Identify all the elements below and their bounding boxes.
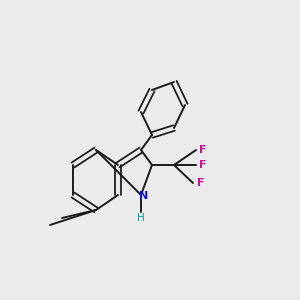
Text: F: F bbox=[197, 178, 205, 188]
Text: F: F bbox=[199, 160, 207, 170]
Text: F: F bbox=[199, 145, 207, 155]
Text: N: N bbox=[140, 191, 148, 201]
Text: H: H bbox=[137, 213, 145, 223]
